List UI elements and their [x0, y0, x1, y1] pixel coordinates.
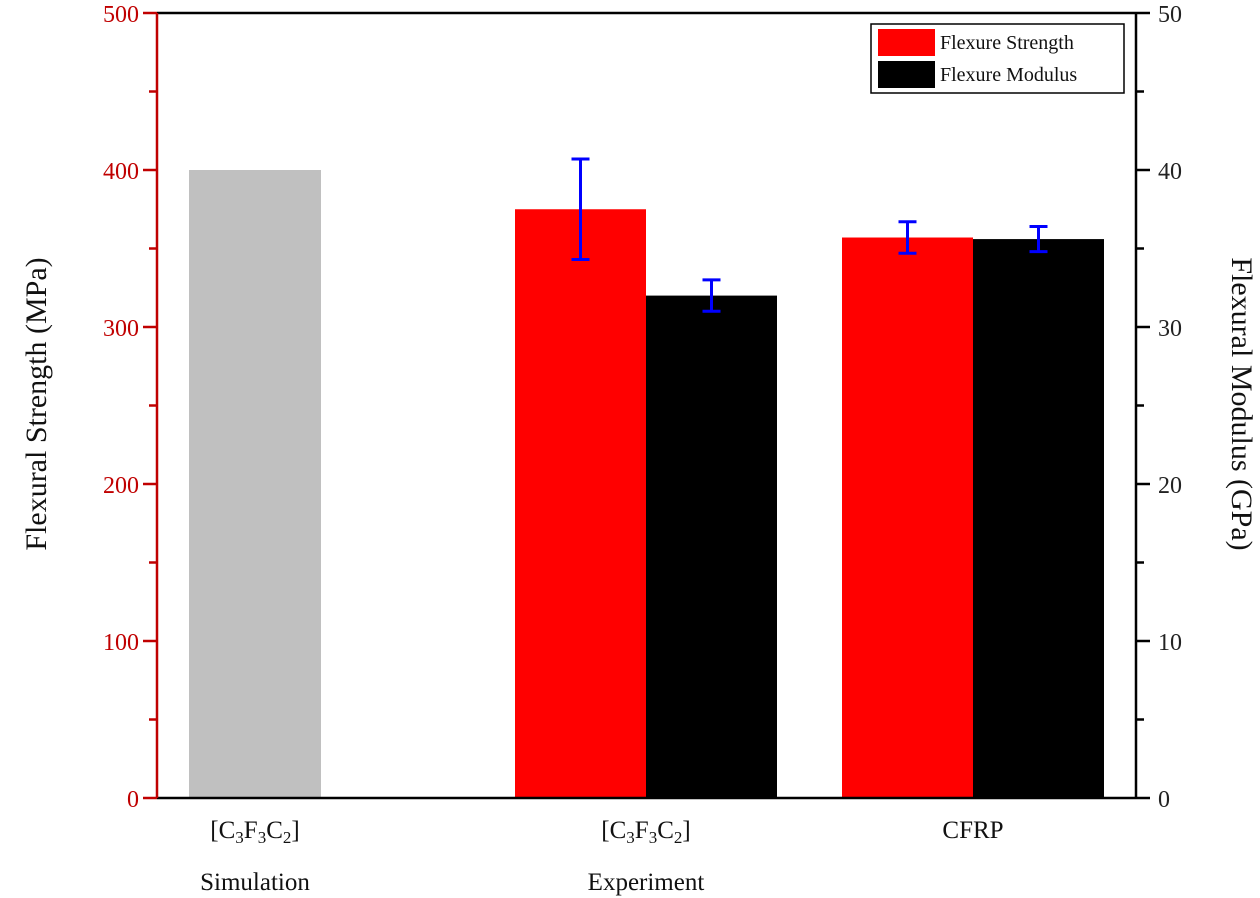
y-tick-label-left: 100 — [103, 630, 139, 656]
y-tick-label-left: 300 — [103, 316, 139, 342]
label-part: ] — [291, 817, 299, 844]
y-tick-label-right: 30 — [1158, 316, 1182, 342]
bar-flexure-modulus-1 — [646, 295, 777, 798]
labels-layer: 010020030040050001020304050[C3F3C2]Simul… — [103, 2, 1182, 896]
legend-swatch-modulus — [878, 61, 935, 88]
label-part: C — [657, 817, 674, 844]
y-tick-label-left: 200 — [103, 473, 139, 499]
subscript: 3 — [258, 828, 267, 847]
subscript: 3 — [235, 828, 244, 847]
x-category-sublabel: Experiment — [588, 869, 705, 896]
label-part: ] — [682, 817, 690, 844]
bars-layer — [189, 170, 1104, 798]
y-tick-label-left: 400 — [103, 159, 139, 185]
bar-flexure-strength-1 — [515, 209, 646, 798]
bar-flexure-modulus-2 — [973, 239, 1104, 798]
label-part: F — [635, 817, 649, 844]
legend-label-strength: Flexure Strength — [940, 32, 1074, 54]
subscript: 3 — [626, 828, 635, 847]
x-category-sublabel: Simulation — [200, 869, 310, 896]
subscript: 2 — [283, 828, 292, 847]
legend: Flexure Strength Flexure Modulus — [870, 23, 1125, 94]
y-axis-title-right: Flexural Modulus (GPa) — [1225, 257, 1258, 550]
x-category-label: CFRP — [942, 817, 1003, 844]
subscript: 2 — [674, 828, 683, 847]
label-part: CFRP — [942, 817, 1003, 844]
y-tick-label-right: 50 — [1158, 2, 1182, 28]
label-part: [C — [210, 817, 235, 844]
x-category-label: [C3F3C2] — [601, 817, 690, 847]
y-tick-label-left: 500 — [103, 2, 139, 28]
y-tick-label-left: 0 — [127, 787, 139, 813]
bar-flexure-strength-2 — [842, 237, 973, 798]
y-tick-label-right: 20 — [1158, 473, 1182, 499]
label-part: F — [244, 817, 258, 844]
legend-swatch-strength — [878, 29, 935, 56]
y-tick-label-right: 0 — [1158, 787, 1170, 813]
legend-label-modulus: Flexure Modulus — [940, 64, 1077, 86]
axes-layer — [143, 11, 1150, 800]
subscript: 3 — [649, 828, 658, 847]
bar-simulation-0 — [189, 170, 321, 798]
label-part: C — [266, 817, 283, 844]
label-part: [C — [601, 817, 626, 844]
error-bars-layer — [571, 157, 1048, 313]
x-category-label: [C3F3C2] — [210, 817, 299, 847]
y-tick-label-right: 40 — [1158, 159, 1182, 185]
y-axis-title-left: Flexural Strength (MPa) — [20, 257, 53, 550]
y-tick-label-right: 10 — [1158, 630, 1182, 656]
